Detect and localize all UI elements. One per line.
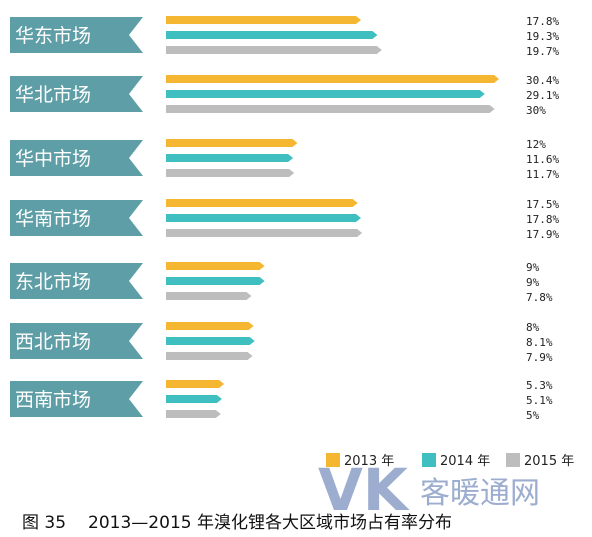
data-label: 5.3% <box>526 379 553 392</box>
region-label: 华南市场 <box>15 208 91 230</box>
bar <box>166 380 225 388</box>
chart-caption: 图 35 2013—2015 年溴化锂各大区域市场占有率分布 <box>22 513 452 533</box>
bar <box>166 214 361 222</box>
region-label: 华东市场 <box>15 25 91 47</box>
data-label: 11.6% <box>526 153 559 166</box>
data-label: 9% <box>526 261 540 274</box>
region-label-ribbon <box>10 263 143 299</box>
data-label: 8.1% <box>526 336 553 349</box>
bar <box>166 322 254 330</box>
bar <box>166 337 255 345</box>
watermark: VK 客暖通网 <box>318 456 540 524</box>
data-label: 30% <box>526 104 546 117</box>
figure-label: 图 35 <box>22 513 66 533</box>
data-label: 9% <box>526 276 540 289</box>
bar <box>166 31 378 39</box>
region-label-ribbon <box>10 200 143 236</box>
chart-title: 2013—2015 年溴化锂各大区域市场占有率分布 <box>88 513 452 533</box>
legend-label: 2014 年 <box>440 454 490 469</box>
data-label: 7.8% <box>526 291 553 304</box>
bar <box>166 16 361 24</box>
watermark-vk: VK <box>318 456 410 524</box>
data-label: 17.8% <box>526 15 559 28</box>
bar <box>166 75 499 83</box>
legend-label: 2015 年 <box>524 454 574 469</box>
data-label: 11.7% <box>526 168 559 181</box>
region-label-ribbon <box>10 76 143 112</box>
region-label: 西北市场 <box>15 331 91 353</box>
region-label: 西南市场 <box>15 389 91 411</box>
data-label: 5.1% <box>526 394 553 407</box>
data-label: 17.5% <box>526 198 559 211</box>
data-label: 17.9% <box>526 228 559 241</box>
bar <box>166 395 222 403</box>
bar <box>166 105 495 113</box>
legend-swatch <box>326 453 340 467</box>
bar <box>166 292 252 300</box>
bar <box>166 262 265 270</box>
bar <box>166 352 253 360</box>
bar <box>166 277 265 285</box>
legend-swatch <box>422 453 436 467</box>
bar <box>166 90 485 98</box>
bar <box>166 154 294 162</box>
legend-label: 2013 年 <box>344 454 394 469</box>
data-label: 30.4% <box>526 74 559 87</box>
bar <box>166 169 295 177</box>
data-label: 29.1% <box>526 89 559 102</box>
bar <box>166 139 298 147</box>
region-label: 华中市场 <box>15 148 91 170</box>
data-label: 19.7% <box>526 45 559 58</box>
data-label: 12% <box>526 138 546 151</box>
data-label: 17.8% <box>526 213 559 226</box>
watermark-site: 客暖通网 <box>420 476 540 511</box>
bar <box>166 46 382 54</box>
data-label: 5% <box>526 409 540 422</box>
legend-swatch <box>506 453 520 467</box>
region-label-ribbon <box>10 381 143 417</box>
region-label-ribbon <box>10 17 143 53</box>
data-label: 19.3% <box>526 30 559 43</box>
region-label-ribbon <box>10 140 143 176</box>
bar <box>166 410 221 418</box>
data-label: 7.9% <box>526 351 553 364</box>
region-label: 华北市场 <box>15 84 91 106</box>
region-label: 东北市场 <box>15 271 91 293</box>
bar <box>166 199 358 207</box>
bar <box>166 229 363 237</box>
region-label-ribbon <box>10 323 143 359</box>
data-label: 8% <box>526 321 540 334</box>
